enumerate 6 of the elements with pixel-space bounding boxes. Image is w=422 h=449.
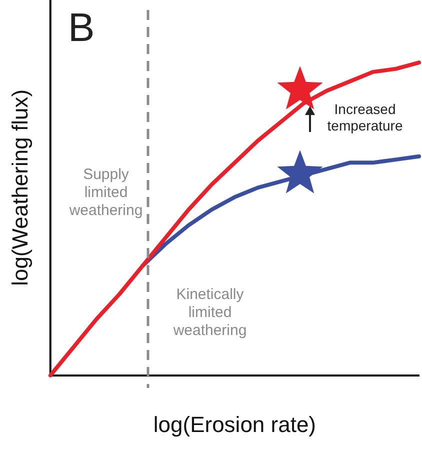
annotation: Increased temperature (327, 100, 403, 134)
annotation: Supply limited weathering (68, 166, 143, 220)
text: B (68, 6, 95, 50)
x-axis-title: log(Erosion rate) (153, 412, 316, 437)
y-axis-title: log(Weathering flux) (7, 89, 32, 286)
annotation: Kinetically limited weathering (172, 286, 247, 340)
